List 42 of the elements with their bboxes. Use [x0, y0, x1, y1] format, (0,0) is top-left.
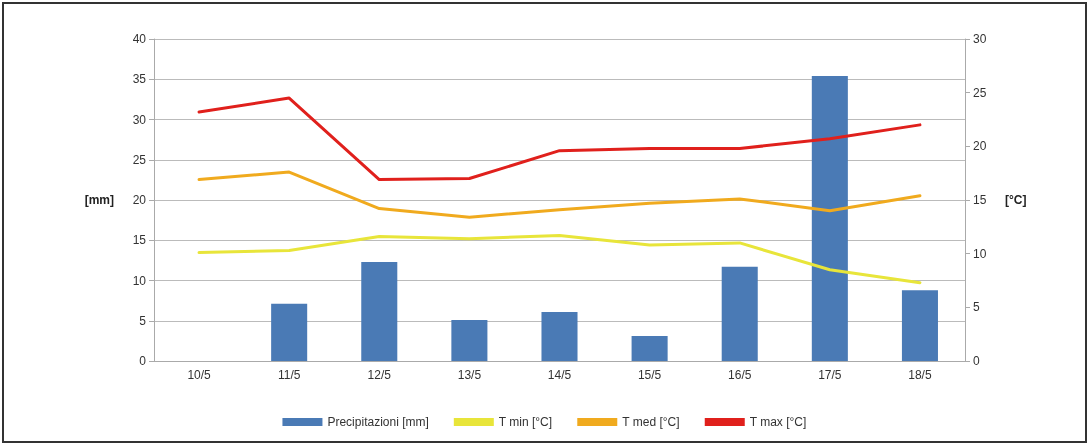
- y2-tick-label: 30: [973, 32, 987, 46]
- bar: [451, 319, 488, 361]
- y2-tick-label: 25: [973, 85, 987, 100]
- y-tick-label: 20: [132, 193, 147, 207]
- x-tick-label: 18/5: [908, 368, 932, 382]
- x-tick-label: 17/5: [818, 368, 842, 382]
- y-tick-label: 25: [132, 152, 147, 167]
- bar: [361, 261, 398, 361]
- y2-tick-label: 10: [973, 246, 987, 261]
- y-tick-label: 35: [132, 72, 147, 87]
- legend-label: T min [°C]: [498, 415, 553, 429]
- x-tick-label: 13/5: [457, 368, 482, 382]
- bar: [811, 76, 848, 361]
- x-tick-label: 10/5: [187, 368, 212, 382]
- y-tick-label: 30: [132, 112, 147, 127]
- y2-tick-label: 0: [973, 354, 980, 368]
- x-tick-label: 11/5: [277, 368, 301, 382]
- bar: [901, 290, 938, 361]
- x-tick-label: 14/5: [547, 368, 572, 382]
- y2-axis-title: [°C]: [1005, 193, 1027, 207]
- x-tick-label: 16/5: [728, 368, 752, 382]
- bar: [721, 266, 758, 361]
- x-tick-label: 12/5: [367, 368, 392, 382]
- y-tick-label: 15: [132, 233, 147, 248]
- line-series: [197, 170, 922, 219]
- y-tick-label: 40: [132, 32, 147, 46]
- x-tick-label: 15/5: [637, 368, 662, 382]
- y2-tick-label: 5: [973, 300, 980, 315]
- legend-label: T med [°C]: [622, 415, 680, 429]
- y2-tick-label: 15: [973, 193, 987, 207]
- line-series: [197, 96, 922, 182]
- bar: [631, 336, 668, 361]
- legend-label: T max [°C]: [749, 415, 807, 429]
- bar: [541, 311, 578, 361]
- bar: [271, 303, 308, 361]
- legend-label: Precipitazioni [mm]: [327, 415, 429, 429]
- y-tick-label: 0: [139, 354, 147, 368]
- line-series: [197, 233, 922, 285]
- y-tick-label: 10: [132, 273, 147, 288]
- y-axis-title: [mm]: [84, 193, 114, 207]
- y-tick-label: 5: [139, 313, 147, 328]
- y2-tick-label: 20: [973, 139, 987, 154]
